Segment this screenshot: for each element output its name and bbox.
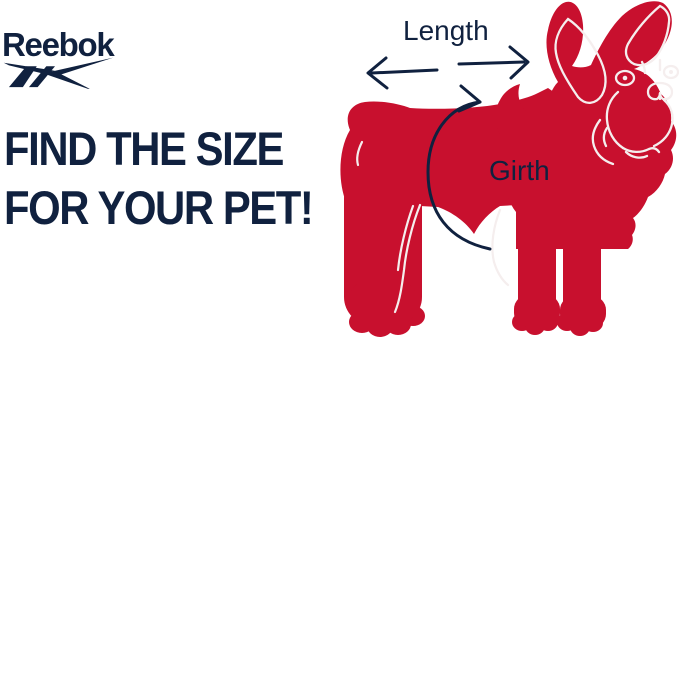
svg-text:Length: Length (403, 15, 489, 46)
svg-text:Girth: Girth (489, 155, 550, 186)
